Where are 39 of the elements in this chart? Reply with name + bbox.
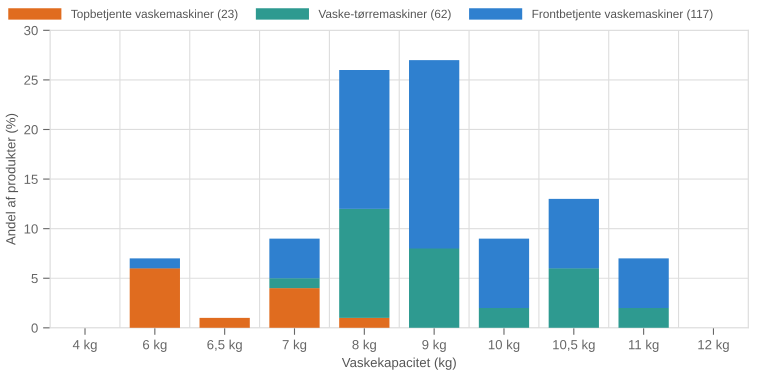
x-tick-label: 8 kg [352, 340, 376, 352]
bar [618, 308, 669, 328]
bar [548, 198, 599, 268]
legend-label: Topbetjente vaskemaskiner (23) [71, 9, 238, 20]
bar [269, 288, 320, 328]
bar [339, 318, 390, 328]
y-tick-label: 0 [31, 323, 38, 333]
y-tick-label: 30 [24, 26, 38, 36]
x-axis-title: Vaskekapacitet (kg) [342, 357, 456, 370]
y-tick-label: 5 [31, 274, 38, 284]
bar [478, 238, 530, 308]
x-tick-label: 12 kg [698, 340, 729, 352]
x-tick-label: 6,5 kg [207, 340, 242, 352]
bar [409, 248, 460, 328]
x-tick-label: 4 kg [72, 340, 97, 352]
bar [339, 208, 390, 318]
x-tick-label: 11 kg [628, 340, 658, 352]
bar [130, 258, 180, 268]
y-tick-label: 10 [24, 224, 38, 234]
legend-label: Frontbetjente vaskemaskiner (117) [532, 9, 712, 20]
bar [200, 318, 250, 328]
y-tick-label: 15 [24, 174, 38, 184]
bar [130, 268, 180, 328]
y-tick-label: 20 [24, 125, 38, 134]
bar [478, 308, 530, 328]
y-tick-label: 25 [24, 75, 38, 85]
y-axis-title: Andel af produkter (%) [6, 114, 18, 246]
legend-label: Vaske-tørremaskiner (62) [318, 9, 451, 20]
bar [618, 258, 669, 308]
x-tick-label: 6 kg [143, 340, 166, 352]
bar [269, 278, 320, 288]
x-tick-label: 7 kg [282, 340, 306, 352]
x-tick-label: 10 kg [488, 340, 520, 352]
bar [409, 60, 460, 248]
bar [339, 70, 390, 209]
x-tick-label: 10,5 kg [553, 340, 595, 352]
x-tick-label: 9 kg [422, 340, 446, 352]
bar [269, 238, 320, 278]
bar [548, 268, 599, 328]
